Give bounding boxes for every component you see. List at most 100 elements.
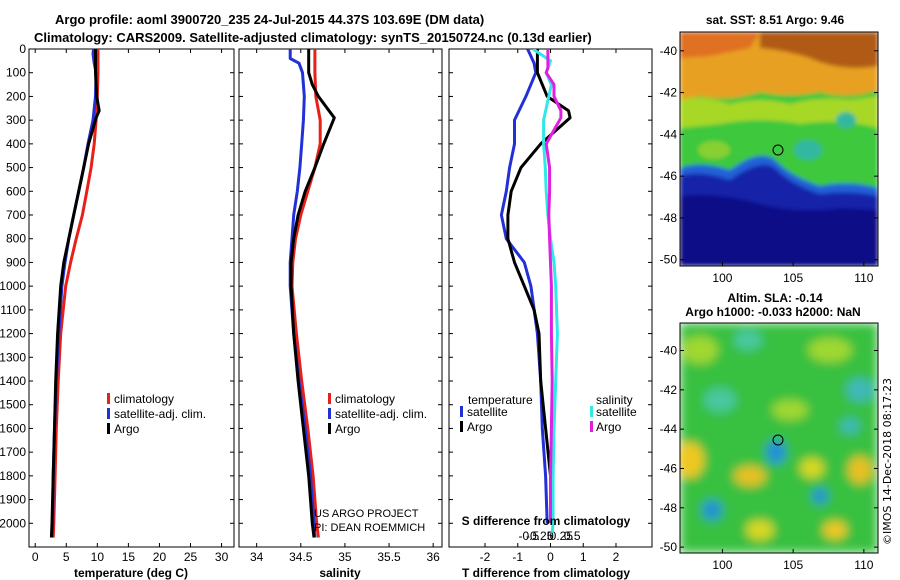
legend-swatch-satellite xyxy=(328,408,331,419)
sst-map-title: sat. SST: 8.51 Argo: 9.46 xyxy=(706,13,845,27)
x-tick-label: 15 xyxy=(122,550,136,564)
x-tick-label: -2 xyxy=(480,550,491,564)
legend-swatch-sal-satellite xyxy=(590,406,593,417)
legend-swatch-argo xyxy=(328,423,331,434)
x-tick-label: 30 xyxy=(215,550,229,564)
axes-layer: 0 5 10 15 20 25 30 34 34.5 35 35.5 36 -2 -1 0 1 20100200… xyxy=(0,42,652,564)
series-line-climatology xyxy=(51,49,100,538)
legend-label-climatology: climatology xyxy=(114,392,174,406)
depth-tick-label: 1100 xyxy=(0,303,26,317)
map-y-tick-label: -50 xyxy=(660,540,678,554)
map-x-tick-label: 110 xyxy=(854,558,873,572)
legend-swatch-climatology xyxy=(328,393,331,404)
legend-label-argo: Argo xyxy=(335,422,361,436)
map-x-tick-label: 100 xyxy=(712,558,732,572)
series-line-satellite-adj-clim- xyxy=(50,49,98,538)
map-x-tick-label: 110 xyxy=(854,271,873,285)
s-diff-tick-label: 0 xyxy=(547,529,554,543)
series-line-argo xyxy=(49,49,101,538)
depth-tick-label: 300 xyxy=(6,113,26,127)
project-annotation: US ARGO PROJECT xyxy=(314,508,419,520)
title-line-1: Argo profile: aoml 3900720_235 24-Jul-20… xyxy=(55,12,484,27)
series-line-salinity-argo xyxy=(544,49,563,524)
salinity-plot-frame xyxy=(238,48,443,548)
x-tick-label: 10 xyxy=(91,550,105,564)
x-tick-label: 1 xyxy=(580,550,587,564)
legend-title-temperature: temperature xyxy=(468,393,533,407)
map-y-tick-label: -44 xyxy=(660,127,678,141)
difference-legend: temperature salinity satellite Argo sate… xyxy=(460,393,637,434)
map-x-tick-label: 100 xyxy=(712,271,732,285)
legend-label-climatology: climatology xyxy=(335,392,395,406)
series-group xyxy=(499,49,572,533)
s-diff-tick-label: -0.25 xyxy=(526,529,554,543)
series-layer xyxy=(49,49,572,538)
depth-tick-label: 100 xyxy=(6,66,26,80)
depth-tick-label: 900 xyxy=(6,255,26,269)
map-y-tick-label: -48 xyxy=(660,211,678,225)
legend-label-argo: Argo xyxy=(114,422,140,436)
sla-argo-location-marker xyxy=(772,434,784,446)
depth-tick-label: 1600 xyxy=(0,421,26,435)
map-y-tick-label: -46 xyxy=(660,169,678,183)
sst-map-frame xyxy=(679,31,879,267)
sla-map-axes: -40 -42 -44 -46 -48 -50 100 105 110 xyxy=(660,344,878,572)
x-tick-label: -1 xyxy=(512,550,523,564)
salinity-x-label: salinity xyxy=(319,566,361,580)
legend-swatch-satellite xyxy=(107,408,110,419)
depth-tick-label: 1500 xyxy=(0,398,26,412)
sla-map-frame xyxy=(679,322,879,554)
series-line-argo xyxy=(289,49,336,538)
imos-watermark: ©IMOS 14-Dec-2018 08:17:23 xyxy=(881,378,894,545)
depth-tick-label: 1000 xyxy=(0,279,26,293)
x-tick-label: 36 xyxy=(426,550,440,564)
legend-label-satellite: satellite-adj. clim. xyxy=(114,407,206,421)
legend-swatch-climatology xyxy=(107,393,110,404)
x-tick-label: 34 xyxy=(250,550,264,564)
pi-annotation: PI: DEAN ROEMMICH xyxy=(314,522,425,534)
depth-tick-label: 1400 xyxy=(0,374,26,388)
x-tick-label: 34.5 xyxy=(289,550,313,564)
legend-label-temp-satellite: satellite xyxy=(467,405,508,419)
legend-label-temp-argo: Argo xyxy=(467,420,493,434)
depth-tick-label: 800 xyxy=(6,232,26,246)
depth-tick-label: 1200 xyxy=(0,327,26,341)
legend-swatch-sal-argo xyxy=(590,421,593,432)
depth-tick-label: 700 xyxy=(6,208,26,222)
depth-tick-label: 500 xyxy=(6,161,26,175)
salinity-diff-label: S difference from climatology xyxy=(462,514,631,528)
map-y-tick-label: -40 xyxy=(660,344,678,358)
map-y-tick-label: -42 xyxy=(660,86,678,100)
series-group xyxy=(288,49,336,538)
sla-map-title-1: Altim. SLA: -0.14 xyxy=(727,291,823,305)
x-tick-label: 35.5 xyxy=(377,550,401,564)
depth-tick-label: 0 xyxy=(19,42,26,56)
series-line-temperature-argo xyxy=(506,49,572,524)
sla-map-image xyxy=(680,323,878,553)
map-y-tick-label: -46 xyxy=(660,461,678,475)
x-tick-label: 5 xyxy=(63,550,70,564)
depth-tick-label: 600 xyxy=(6,184,26,198)
legend-title-salinity: salinity xyxy=(596,393,633,407)
map-y-tick-label: -40 xyxy=(660,44,678,58)
x-tick-label: 35 xyxy=(338,550,352,564)
sst-map-axes: -40 -42 -44 -46 -48 -50 100 105 110 xyxy=(660,44,878,285)
s-diff-tick-label: 0.5 xyxy=(564,529,581,543)
depth-tick-label: 1900 xyxy=(0,493,26,507)
depth-tick-label: 1800 xyxy=(0,469,26,483)
depth-tick-label: 2000 xyxy=(0,516,26,530)
sla-map-title-2: Argo h1000: -0.033 h2000: NaN xyxy=(685,305,860,319)
legend-label-sal-argo: Argo xyxy=(596,420,622,434)
depth-tick-label: 400 xyxy=(6,137,26,151)
x-tick-label: 20 xyxy=(153,550,167,564)
x-tick-label: 2 xyxy=(613,550,620,564)
depth-tick-label: 1300 xyxy=(0,350,26,364)
map-y-tick-label: -44 xyxy=(660,422,678,436)
series-line-climatology xyxy=(290,49,322,538)
map-y-tick-label: -48 xyxy=(660,501,678,515)
x-tick-label: 25 xyxy=(184,550,198,564)
depth-tick-label: 200 xyxy=(6,89,26,103)
difference-x-label: T difference from climatology xyxy=(462,566,630,580)
salinity-legend: climatology satellite-adj. clim. Argo US… xyxy=(314,392,427,534)
